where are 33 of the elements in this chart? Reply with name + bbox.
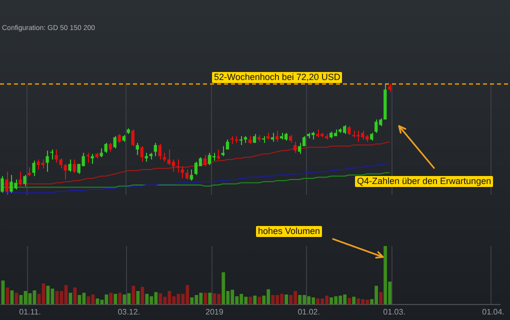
bar	[348, 298, 352, 304]
x-tick-label: 01.04.	[482, 307, 504, 316]
annotation: Q4-Zahlen über den Erwartungen	[355, 176, 494, 187]
bar	[330, 297, 334, 304]
bar	[140, 286, 144, 304]
bar	[379, 292, 382, 304]
x-tick-label: 01.03.	[383, 307, 406, 316]
bar	[248, 296, 252, 304]
bar	[352, 296, 356, 304]
bar	[208, 292, 212, 304]
bar	[356, 298, 360, 304]
bar	[204, 292, 208, 304]
bar	[158, 293, 162, 304]
candlestick	[50, 148, 54, 160]
bar	[145, 294, 149, 304]
bar	[298, 295, 302, 304]
bar	[284, 294, 288, 304]
bar	[289, 295, 293, 304]
x-tick-label: 03.12.	[118, 307, 140, 316]
bar	[136, 290, 140, 304]
text: hohes Volumen	[256, 226, 322, 237]
bar	[212, 293, 216, 304]
bar	[258, 296, 262, 304]
bar	[222, 272, 226, 304]
bar	[316, 298, 320, 304]
ref-line-label: 52-Wochenhoch bei 72,20 USD	[212, 72, 342, 83]
bar	[271, 295, 275, 304]
bar	[190, 297, 194, 304]
x-tick-label: 01.11.	[19, 307, 41, 316]
x-tick-label: 01.02.	[298, 307, 320, 316]
bar	[253, 296, 257, 304]
x-tick-label: 2019	[205, 307, 224, 316]
bar	[132, 286, 136, 304]
